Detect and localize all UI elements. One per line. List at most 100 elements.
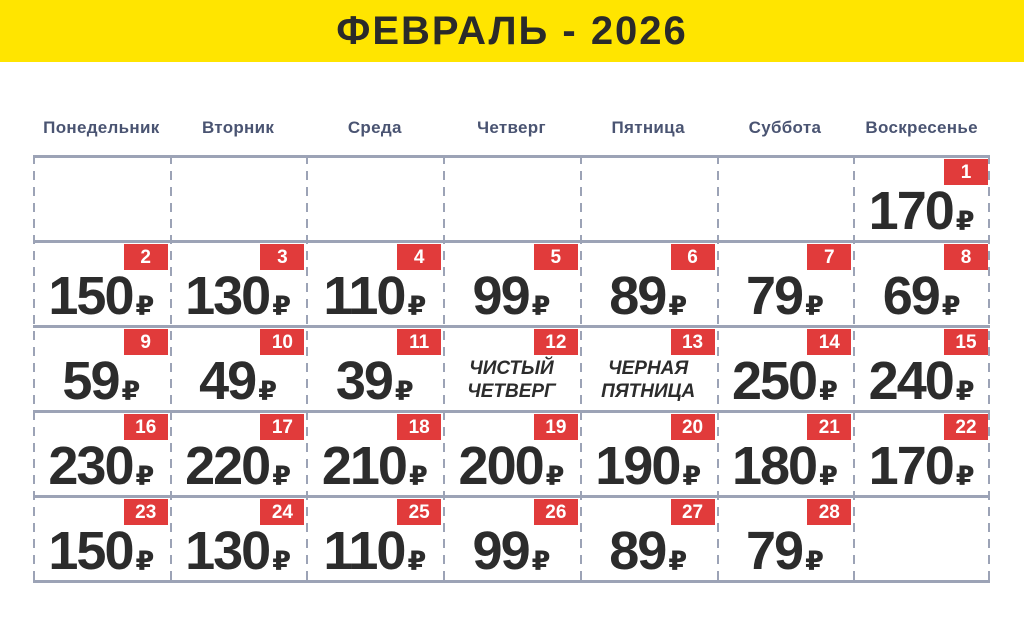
ruble-sign: ₽ xyxy=(121,376,141,406)
empty-cell xyxy=(33,155,170,240)
day-number-badge: 28 xyxy=(807,499,852,525)
day-number-badge: 13 xyxy=(670,329,715,355)
ruble-sign: ₽ xyxy=(272,291,292,321)
empty-cell xyxy=(853,495,990,580)
ruble-sign: ₽ xyxy=(407,291,427,321)
day-cell: 12 ЧИСТЫЙ ЧЕТВЕРГ xyxy=(443,325,580,410)
price-value: 180 ₽ xyxy=(731,436,838,496)
event-label: ЧИСТЫЙ ЧЕТВЕРГ xyxy=(467,358,555,408)
grid-horizontal-line xyxy=(33,410,990,413)
page-title: ФЕВРАЛЬ - 2026 xyxy=(336,9,688,53)
ruble-sign: ₽ xyxy=(819,461,838,491)
event-label-line: ПЯТНИЦА xyxy=(601,381,696,403)
grid-horizontal-line xyxy=(33,155,990,158)
event-label-line: ЧЕРНАЯ xyxy=(608,358,689,380)
day-number-badge: 9 xyxy=(123,329,168,355)
weekday-label-sunday: Воскресенье xyxy=(865,118,978,137)
event-label: ЧЕРНАЯ ПЯТНИЦА xyxy=(601,358,695,408)
day-cell: 25 110 ₽ xyxy=(306,495,443,580)
ruble-sign: ₽ xyxy=(258,376,277,406)
price-value: 250 ₽ xyxy=(731,351,838,411)
weekday-label-wednesday: Среда xyxy=(347,118,402,137)
price-value: 49 ₽ xyxy=(199,351,277,411)
grid-vertical-line xyxy=(988,155,990,580)
price-value: 200 ₽ xyxy=(458,436,565,496)
day-number-badge: 12 xyxy=(533,329,578,355)
day-number-badge: 16 xyxy=(123,414,168,440)
price-value: 39 ₽ xyxy=(335,351,414,411)
empty-cell xyxy=(170,155,307,240)
grid-vertical-line xyxy=(853,155,855,580)
day-number-badge: 14 xyxy=(807,329,852,355)
ruble-sign: ₽ xyxy=(272,546,292,576)
event-label-line: ЧЕТВЕРГ xyxy=(467,381,556,403)
price-value: 230 ₽ xyxy=(48,436,155,496)
empty-cell xyxy=(717,155,854,240)
price-value: 130 ₽ xyxy=(185,266,292,326)
day-cell: 18 210 ₽ xyxy=(306,410,443,495)
day-number-badge: 1 xyxy=(943,159,988,185)
grid-vertical-line xyxy=(306,155,308,580)
day-cell: 2 150 ₽ xyxy=(33,240,170,325)
price-value: 190 ₽ xyxy=(595,436,702,496)
ruble-sign: ₽ xyxy=(394,376,414,406)
weekday-header-row: Понедельник Вторник Среда Четверг Пятниц… xyxy=(33,118,990,138)
day-number-badge: 2 xyxy=(123,244,168,270)
ruble-sign: ₽ xyxy=(408,461,428,491)
weekday-label-thursday: Четверг xyxy=(477,118,546,137)
day-number-badge: 6 xyxy=(670,244,715,270)
weekday-label-friday: Пятница xyxy=(611,118,685,137)
day-number-badge: 8 xyxy=(943,244,988,270)
ruble-sign: ₽ xyxy=(135,546,155,576)
event-label-line: ЧИСТЫЙ xyxy=(469,358,554,380)
price-value: 150 ₽ xyxy=(48,266,155,326)
day-number-badge: 3 xyxy=(260,244,305,270)
grid-horizontal-line xyxy=(33,580,990,583)
day-cell: 16 230 ₽ xyxy=(33,410,170,495)
day-number-badge: 15 xyxy=(943,329,988,355)
day-number-badge: 24 xyxy=(260,499,305,525)
ruble-sign: ₽ xyxy=(955,376,975,406)
day-number-badge: 20 xyxy=(670,414,715,440)
ruble-sign: ₽ xyxy=(545,461,565,491)
empty-cell xyxy=(580,155,717,240)
day-cell: 26 99 ₽ xyxy=(443,495,580,580)
price-value: 59 ₽ xyxy=(62,351,141,411)
grid-vertical-line xyxy=(580,155,582,580)
day-cell: 7 79 ₽ xyxy=(717,240,854,325)
ruble-sign: ₽ xyxy=(941,291,961,321)
day-cell: 10 49 ₽ xyxy=(170,325,307,410)
price-value: 220 ₽ xyxy=(185,436,292,496)
ruble-sign: ₽ xyxy=(668,291,688,321)
weekday-label-monday: Понедельник xyxy=(43,118,160,137)
ruble-sign: ₽ xyxy=(819,376,838,406)
price-value: 89 ₽ xyxy=(609,266,688,326)
price-value: 150 ₽ xyxy=(48,521,155,581)
ruble-sign: ₽ xyxy=(805,546,824,576)
day-cell: 21 180 ₽ xyxy=(717,410,854,495)
price-value: 170 ₽ xyxy=(868,436,975,496)
day-number-badge: 19 xyxy=(533,414,578,440)
price-value: 79 ₽ xyxy=(745,266,824,326)
day-number-badge: 11 xyxy=(397,329,442,355)
day-cell: 22 170 ₽ xyxy=(853,410,990,495)
day-number-badge: 22 xyxy=(943,414,988,440)
grid-horizontal-line xyxy=(33,325,990,328)
grid-vertical-line xyxy=(33,155,35,580)
price-value: 69 ₽ xyxy=(882,266,961,326)
ruble-sign: ₽ xyxy=(955,461,975,491)
empty-cell xyxy=(443,155,580,240)
day-cell: 14 250 ₽ xyxy=(717,325,854,410)
day-number-badge: 10 xyxy=(260,329,305,355)
day-cell: 20 190 ₽ xyxy=(580,410,717,495)
price-value: 110 ₽ xyxy=(323,521,427,581)
calendar-grid: 1 170 ₽2 150 ₽3 130 ₽4 110 ₽5 99 ₽6 89 ₽7 79 ₽8 69 ₽9 59 ₽… xyxy=(33,155,990,583)
day-number-badge: 18 xyxy=(397,414,442,440)
price-value: 99 ₽ xyxy=(472,266,551,326)
ruble-sign: ₽ xyxy=(531,291,551,321)
day-number-badge: 17 xyxy=(260,414,305,440)
day-cell: 5 99 ₽ xyxy=(443,240,580,325)
day-cell: 1 170 ₽ xyxy=(853,155,990,240)
ruble-sign: ₽ xyxy=(668,546,688,576)
